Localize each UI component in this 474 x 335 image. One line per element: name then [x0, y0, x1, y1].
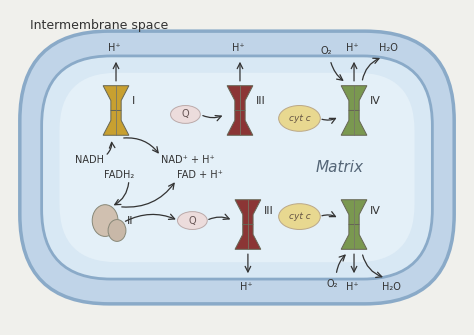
Text: Intermembrane space: Intermembrane space — [30, 19, 168, 32]
Ellipse shape — [92, 205, 118, 237]
Ellipse shape — [171, 106, 201, 123]
Text: IV: IV — [370, 95, 381, 106]
Text: NAD⁺ + H⁺: NAD⁺ + H⁺ — [161, 155, 214, 165]
Text: FAD + H⁺: FAD + H⁺ — [176, 170, 222, 180]
Text: NADH: NADH — [75, 155, 104, 165]
Text: O₂: O₂ — [327, 279, 338, 289]
Polygon shape — [227, 111, 253, 135]
Text: Matrix: Matrix — [315, 160, 363, 176]
Text: Q: Q — [182, 110, 189, 120]
Text: FADH₂: FADH₂ — [104, 170, 134, 180]
Ellipse shape — [279, 204, 320, 229]
Ellipse shape — [279, 106, 320, 131]
Text: H⁺: H⁺ — [346, 282, 358, 292]
Text: I: I — [132, 95, 135, 106]
Text: II: II — [127, 215, 133, 225]
Polygon shape — [235, 200, 261, 224]
Text: H₂O: H₂O — [382, 282, 401, 292]
Text: H₂O: H₂O — [379, 43, 398, 53]
FancyBboxPatch shape — [42, 56, 432, 279]
Text: H⁺: H⁺ — [346, 43, 358, 53]
Text: III: III — [264, 206, 273, 216]
FancyBboxPatch shape — [20, 31, 454, 304]
Text: IV: IV — [370, 206, 381, 216]
FancyBboxPatch shape — [59, 73, 415, 262]
Ellipse shape — [108, 219, 126, 242]
Polygon shape — [227, 86, 253, 111]
Polygon shape — [341, 86, 367, 111]
Text: H⁺: H⁺ — [240, 282, 252, 292]
Text: H⁺: H⁺ — [232, 43, 244, 53]
Polygon shape — [103, 86, 129, 111]
Polygon shape — [235, 224, 261, 249]
Text: cyt c: cyt c — [289, 212, 310, 221]
Text: H⁺: H⁺ — [108, 43, 120, 53]
Text: Q: Q — [189, 215, 196, 225]
Text: cyt c: cyt c — [289, 114, 310, 123]
Text: III: III — [256, 95, 265, 106]
Ellipse shape — [177, 212, 207, 229]
Polygon shape — [341, 111, 367, 135]
Polygon shape — [103, 111, 129, 135]
Polygon shape — [341, 224, 367, 249]
Polygon shape — [341, 200, 367, 224]
Text: O₂: O₂ — [320, 46, 332, 56]
